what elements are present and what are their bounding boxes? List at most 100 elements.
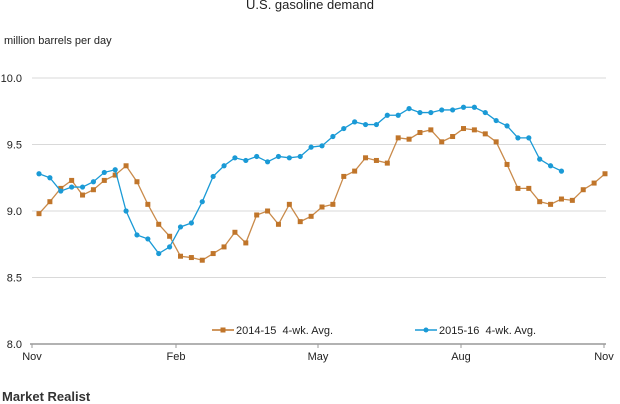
data-point (439, 107, 445, 113)
data-point (395, 135, 401, 141)
data-point (373, 157, 379, 163)
data-point (537, 199, 543, 205)
data-point (526, 185, 532, 191)
data-point (352, 168, 358, 174)
data-point (591, 180, 597, 186)
data-point (210, 251, 216, 257)
data-point (362, 121, 369, 128)
data-point (221, 244, 227, 250)
data-point (471, 104, 477, 110)
x-tick-label: Aug (451, 351, 471, 363)
data-point (471, 127, 477, 133)
data-point (210, 173, 216, 180)
legend-label: 2014-15 4-wk. Avg. (236, 325, 333, 337)
data-point (450, 107, 456, 113)
data-point (548, 201, 554, 207)
x-tick-label: Nov (594, 351, 614, 363)
data-point (178, 253, 183, 259)
data-point (319, 143, 325, 149)
data-point (123, 208, 129, 214)
data-point (330, 201, 336, 207)
data-point (80, 192, 86, 198)
data-point (547, 163, 554, 169)
data-point (450, 134, 456, 140)
data-point (36, 211, 42, 217)
data-point (243, 240, 249, 246)
data-point (417, 109, 423, 116)
data-point (308, 144, 314, 150)
data-point (373, 121, 380, 128)
data-point (177, 224, 184, 230)
data-point (537, 156, 543, 162)
data-point (123, 163, 129, 169)
data-point (275, 153, 282, 160)
data-point (134, 232, 140, 238)
y-tick-label: 9.0 (7, 206, 22, 218)
data-point (319, 204, 325, 210)
data-point (156, 250, 162, 257)
legend-label: 2015-16 4-wk. Avg. (439, 325, 536, 337)
data-point (504, 161, 510, 167)
data-point (580, 187, 586, 193)
data-point (221, 163, 227, 169)
data-point (406, 105, 412, 112)
data-point (428, 127, 434, 133)
data-point (58, 185, 64, 191)
data-point (558, 168, 565, 174)
data-point (286, 201, 292, 207)
data-point (461, 126, 466, 132)
market-realist-logo: Market Realist (2, 389, 91, 404)
data-point (308, 213, 314, 219)
data-point (341, 125, 347, 132)
data-point (79, 184, 86, 190)
data-point (112, 167, 118, 173)
data-point (558, 196, 564, 202)
data-point (188, 255, 194, 261)
data-point (112, 172, 118, 178)
data-point (264, 159, 271, 165)
data-point (384, 112, 390, 118)
data-point (188, 220, 194, 226)
data-point (460, 104, 467, 110)
data-point (58, 188, 64, 194)
data-point (232, 229, 238, 235)
data-point (167, 244, 173, 250)
data-point (602, 171, 608, 177)
series-line (38, 106, 562, 255)
x-tick-label: May (308, 351, 329, 363)
data-point (265, 208, 271, 214)
legend-marker (220, 327, 226, 333)
data-point (101, 169, 107, 176)
data-point (145, 201, 151, 207)
data-point (243, 157, 249, 164)
data-point (515, 185, 521, 191)
data-point (482, 131, 488, 137)
data-point (297, 153, 303, 160)
data-point (36, 171, 42, 177)
data-point (167, 233, 173, 239)
data-point (406, 136, 412, 142)
data-point (47, 175, 53, 181)
data-point (156, 221, 162, 227)
data-point (352, 119, 358, 125)
legend-marker (423, 327, 429, 333)
data-point (493, 139, 499, 145)
data-point (101, 177, 107, 183)
data-point (199, 257, 205, 263)
y-axis-label: million barrels per day (4, 35, 112, 47)
y-tick-label: 10.0 (1, 73, 22, 85)
data-point (199, 199, 205, 205)
data-point (297, 219, 303, 225)
data-point (493, 117, 499, 124)
data-point (395, 112, 401, 118)
data-point (569, 197, 575, 203)
data-point (384, 160, 390, 166)
data-point (482, 109, 488, 116)
data-point (428, 109, 434, 116)
data-point (47, 199, 53, 205)
data-point (145, 236, 151, 242)
data-point (69, 177, 75, 183)
data-point (439, 139, 445, 145)
data-point (69, 184, 75, 190)
